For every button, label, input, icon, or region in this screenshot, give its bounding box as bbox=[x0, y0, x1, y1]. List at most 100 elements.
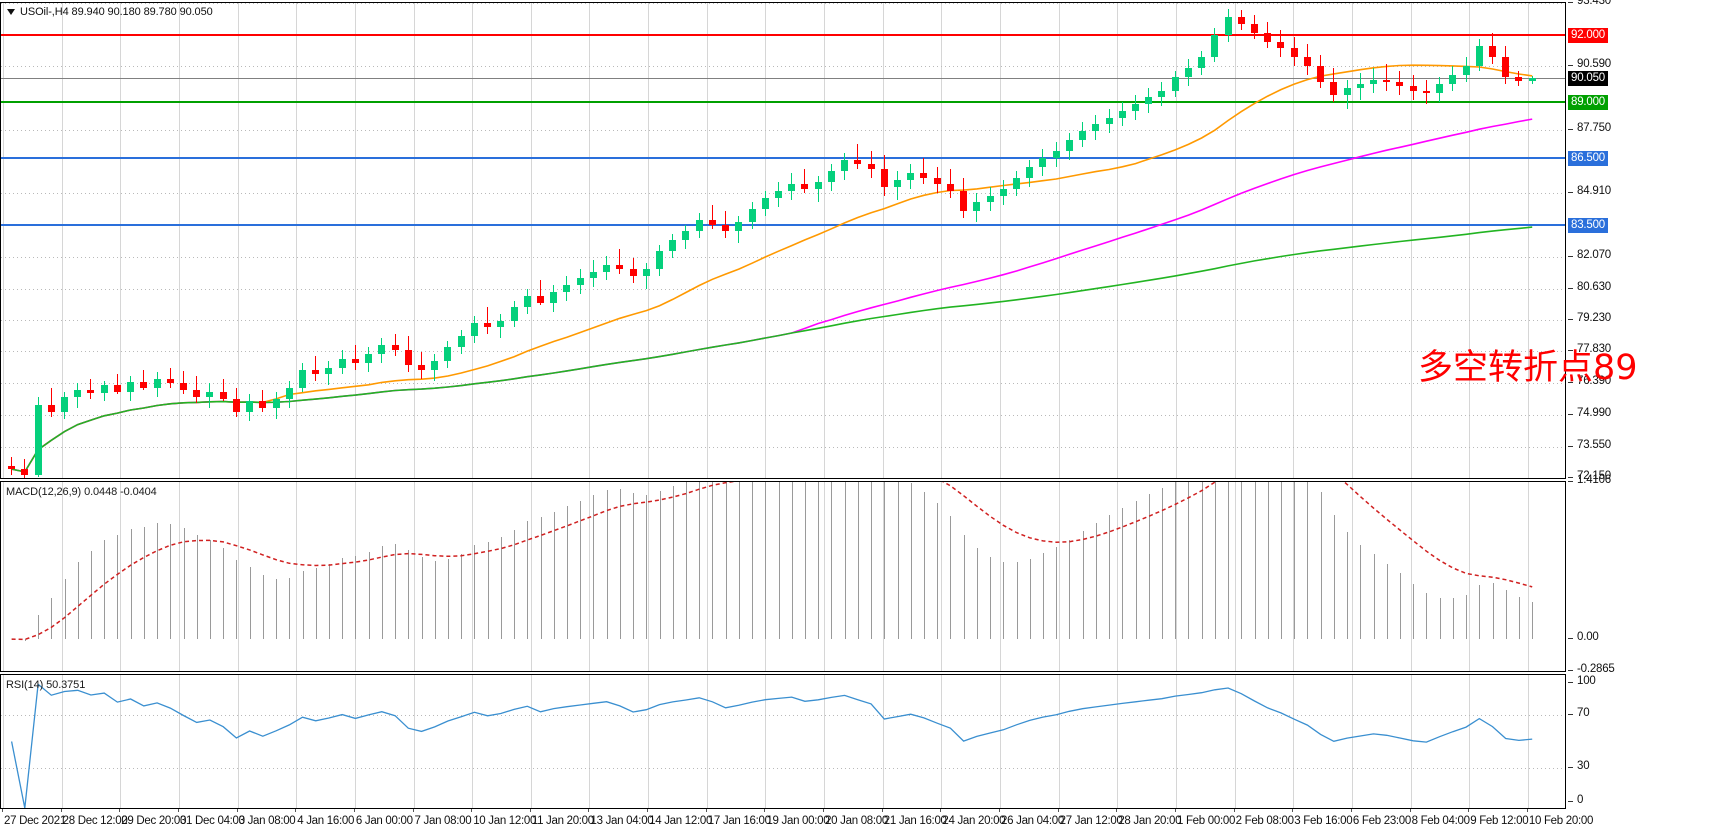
candlestick bbox=[219, 3, 227, 478]
candle-wick bbox=[354, 345, 356, 370]
time-tick-label: 28 Jan 20:00 bbox=[1118, 815, 1182, 827]
time-tick-label: 20 Jan 08:00 bbox=[825, 815, 888, 827]
macd-axis-scale[interactable]: 1.4106 0.00 -0.2865 bbox=[1565, 474, 1733, 675]
candle-body bbox=[325, 367, 333, 375]
candlestick bbox=[854, 3, 862, 478]
candlestick bbox=[920, 3, 928, 478]
candlestick bbox=[1277, 3, 1285, 478]
candle-wick bbox=[1386, 63, 1388, 91]
grid-line-vertical bbox=[765, 3, 767, 478]
price-badge-83.500[interactable]: 83.500 bbox=[1568, 217, 1608, 233]
grid-line-vertical bbox=[648, 675, 650, 808]
level-line-last-price-90.05[interactable] bbox=[1, 78, 1565, 80]
macd-histogram-bar bbox=[342, 557, 344, 640]
macd-histogram-bar bbox=[434, 560, 436, 640]
grid-line-vertical bbox=[1527, 675, 1529, 808]
level-line-resistance-92[interactable] bbox=[1, 33, 1565, 36]
grid-line-vertical bbox=[120, 482, 122, 671]
candlestick bbox=[695, 3, 703, 478]
grid-line-horizontal bbox=[1, 446, 1565, 448]
macd-histogram-bar bbox=[553, 511, 555, 640]
price-badge-90.050[interactable]: 90.050 bbox=[1568, 71, 1608, 87]
candlestick bbox=[21, 3, 29, 478]
candlestick bbox=[351, 3, 359, 478]
grid-line-vertical bbox=[1469, 3, 1471, 478]
macd-indicator-panel[interactable]: MACD(12,26,9) 0.0448 -0.0404 bbox=[0, 481, 1565, 672]
candle-body bbox=[470, 322, 478, 337]
time-tick-label: 10 Feb 20:00 bbox=[1528, 815, 1594, 827]
candlestick bbox=[775, 3, 782, 478]
grid-line-vertical bbox=[706, 3, 708, 478]
rsi-threshold-line-30 bbox=[1, 768, 1565, 770]
candle-body bbox=[1039, 157, 1047, 167]
time-tick-mark bbox=[353, 809, 355, 812]
level-line-support-86.5[interactable] bbox=[1, 156, 1565, 159]
candle-body bbox=[854, 159, 862, 165]
grid-line-vertical bbox=[1234, 3, 1236, 478]
candle-body bbox=[1409, 86, 1417, 91]
chevron-down-icon[interactable] bbox=[7, 9, 15, 15]
price-chart-panel[interactable]: USOil-,H4 89.940 90.180 89.780 90.050 bbox=[0, 2, 1565, 479]
price-axis-scale[interactable]: 93.430 90.590 87.750 84.910 82.070 80.630 79.2… bbox=[1565, 0, 1733, 482]
candlestick bbox=[1079, 3, 1087, 478]
time-tick-label: 8 Feb 04:00 bbox=[1411, 815, 1470, 827]
price-badge-89.000[interactable]: 89.000 bbox=[1568, 94, 1608, 110]
macd-histogram-bar bbox=[170, 523, 172, 640]
candlestick bbox=[788, 3, 796, 478]
candle-body bbox=[682, 231, 690, 241]
candle-body bbox=[550, 291, 558, 303]
level-line-pivot-89[interactable] bbox=[1, 100, 1565, 103]
grid-line-vertical bbox=[941, 675, 943, 808]
price-badge-92.000[interactable]: 92.000 bbox=[1568, 27, 1608, 43]
grid-line-vertical bbox=[1293, 3, 1295, 478]
macd-histogram-bar bbox=[1082, 530, 1084, 640]
rsi-line bbox=[10, 683, 1533, 808]
macd-histogram-bar bbox=[500, 537, 502, 640]
macd-histogram-bar bbox=[395, 544, 397, 640]
time-axis[interactable]: 27 Dec 2021 28 Dec 12:00 29 Dec 20:00 31 De… bbox=[0, 809, 1733, 836]
time-tick-mark bbox=[647, 809, 649, 812]
candle-body bbox=[272, 398, 280, 408]
candle-body bbox=[378, 345, 386, 355]
time-tick-label: 31 Dec 04:00 bbox=[179, 815, 245, 827]
candle-body bbox=[1396, 81, 1404, 87]
macd-histogram-bar bbox=[315, 567, 317, 640]
time-tick-label: 19 Jan 00:00 bbox=[766, 815, 830, 827]
macd-histogram-bar bbox=[1492, 582, 1494, 640]
grid-line-vertical bbox=[1527, 482, 1529, 671]
candlestick bbox=[801, 3, 809, 478]
time-tick-mark bbox=[881, 809, 883, 812]
grid-line-vertical bbox=[530, 3, 532, 478]
macd-histogram-bar bbox=[1479, 585, 1481, 640]
macd-histogram-bar bbox=[963, 535, 965, 640]
candle-body bbox=[113, 385, 121, 393]
candle-body bbox=[722, 224, 730, 232]
candle-wick bbox=[949, 168, 951, 198]
macd-histogram-bar bbox=[1360, 545, 1362, 640]
grid-line-vertical bbox=[1410, 482, 1412, 671]
grid-line-vertical bbox=[882, 675, 884, 808]
time-tick-label: 14 Jan 12:00 bbox=[649, 815, 713, 827]
candle-body bbox=[1237, 17, 1245, 24]
candle-wick bbox=[183, 370, 184, 395]
rsi-indicator-panel[interactable]: RSI(14) 50.3751 bbox=[0, 674, 1565, 809]
macd-histogram-bar bbox=[1069, 539, 1071, 640]
macd-histogram-bar bbox=[1188, 482, 1190, 640]
grid-line-vertical bbox=[1175, 3, 1177, 478]
candle-body bbox=[603, 264, 611, 272]
candlestick bbox=[1515, 3, 1523, 478]
grid-line-vertical bbox=[1058, 675, 1060, 808]
grid-line-vertical bbox=[1469, 482, 1471, 671]
level-line-support-83.5[interactable] bbox=[1, 223, 1565, 226]
candle-body bbox=[74, 389, 82, 397]
macd-histogram-bar bbox=[64, 578, 66, 640]
macd-histogram-bar bbox=[408, 550, 410, 640]
candlestick bbox=[933, 3, 941, 478]
candlestick bbox=[761, 3, 769, 478]
time-tick-mark bbox=[764, 809, 766, 812]
candle-body bbox=[34, 405, 42, 475]
grid-line-vertical bbox=[413, 482, 415, 671]
price-badge-86.500[interactable]: 86.500 bbox=[1568, 150, 1608, 166]
candle-body bbox=[140, 382, 148, 388]
rsi-axis-scale[interactable]: 100 70 30 0 bbox=[1565, 674, 1733, 809]
